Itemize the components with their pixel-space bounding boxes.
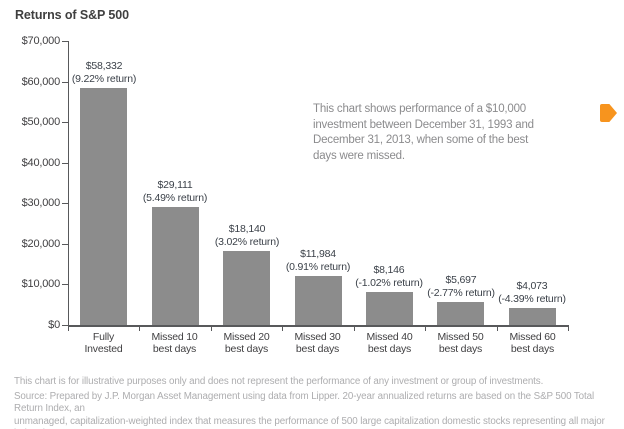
y-axis-tick-label: $30,000: [21, 197, 61, 209]
annotation-text: This chart shows performance of a $10,00…: [313, 103, 534, 162]
x-axis-tick: [425, 327, 426, 331]
bar-value-label: $58,332 (9.22% return): [71, 60, 137, 85]
plot-area: $58,332 (9.22% return) $29,111 (5.49% ret…: [62, 41, 569, 331]
y-axis-tick-label: $60,000: [21, 76, 61, 88]
bar-value-label: $4,073 (-4.39% return): [498, 280, 566, 305]
bar-value-label: $11,984 (0.91% return): [285, 248, 351, 273]
y-axis-tick: [62, 325, 68, 326]
x-axis-tick: [497, 327, 498, 331]
x-axis-tick: [354, 327, 355, 331]
y-axis-tick: [62, 122, 68, 123]
bar: [509, 308, 556, 325]
y-axis-tick-label: $40,000: [21, 157, 61, 169]
y-axis-tick: [62, 203, 68, 204]
x-axis-tick: [282, 327, 283, 331]
y-axis-tick-label: $70,000: [21, 35, 61, 47]
x-axis-labels: Fully Invested Missed 10 best days Missed …: [68, 331, 568, 361]
bar-value-label: $8,146 (-1.02% return): [355, 264, 423, 289]
y-axis-tick-label: $20,000: [21, 238, 61, 250]
bar: [223, 251, 270, 325]
x-axis-tick: [139, 327, 140, 331]
bar: [295, 276, 342, 325]
bar: [152, 207, 199, 325]
y-axis-tick: [62, 41, 68, 42]
bar: [366, 292, 413, 325]
y-axis-tick-label: $10,000: [21, 278, 61, 290]
bar-value-label: $18,140 (3.02% return): [214, 223, 280, 248]
x-axis-category-label: Missed 20 best days: [223, 331, 270, 355]
y-axis-line: [68, 41, 69, 326]
footnote: This chart is for illustrative purposes …: [14, 376, 544, 387]
bar-value-label: $5,697 (-2.77% return): [427, 274, 495, 299]
x-axis-tick: [211, 327, 212, 331]
y-axis-labels: $0 $10,000 $20,000 $30,000 $40,000 $50,000 $60…: [0, 35, 61, 331]
y-axis-tick: [62, 82, 68, 83]
x-axis-category-label: Missed 50 best days: [437, 331, 484, 355]
x-axis-tick: [68, 327, 69, 331]
chart-title: Returns of S&P 500: [15, 8, 129, 22]
x-axis-category-label: Missed 40 best days: [366, 331, 413, 355]
bar-value-label: $29,111 (5.49% return): [142, 179, 208, 204]
x-axis-category-label: Missed 60 best days: [509, 331, 556, 355]
x-axis-tick: [568, 327, 569, 331]
x-axis-category-label: Missed 30 best days: [294, 331, 341, 355]
y-axis-tick-label: $0: [48, 319, 60, 331]
y-axis-tick-label: $50,000: [21, 116, 61, 128]
source-note: Source: Prepared by J.P. Morgan Asset Ma…: [14, 391, 605, 429]
x-axis-category-label: Fully Invested: [84, 331, 123, 355]
x-axis-line: [68, 325, 569, 327]
y-axis-tick: [62, 244, 68, 245]
bar: [80, 88, 127, 325]
orange-arrow-icon: [600, 104, 617, 122]
y-axis-tick: [62, 163, 68, 164]
y-axis-tick: [62, 284, 68, 285]
x-axis-category-label: Missed 10 best days: [151, 331, 198, 355]
bar: [437, 302, 484, 325]
